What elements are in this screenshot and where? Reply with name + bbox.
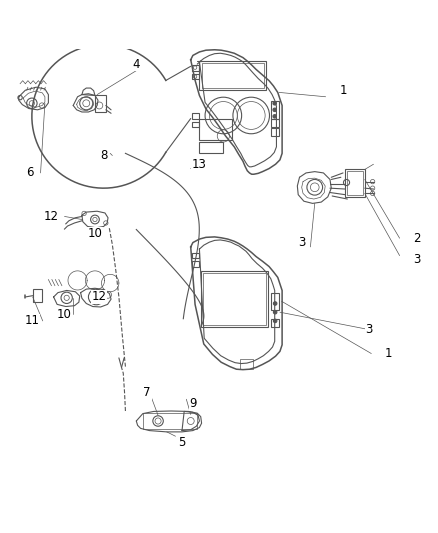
Text: 12: 12 xyxy=(92,290,107,303)
Text: 1: 1 xyxy=(339,84,347,96)
Text: 10: 10 xyxy=(88,228,102,240)
Bar xyxy=(347,171,363,195)
Text: 13: 13 xyxy=(192,158,207,171)
Bar xyxy=(199,61,266,90)
Bar xyxy=(271,101,279,118)
Bar xyxy=(345,168,365,197)
Bar xyxy=(201,271,268,327)
Bar xyxy=(191,122,199,127)
Bar xyxy=(201,63,264,88)
Bar xyxy=(191,74,199,79)
Circle shape xyxy=(199,162,204,167)
Bar xyxy=(143,413,197,429)
Bar xyxy=(203,273,266,325)
Bar xyxy=(191,253,198,258)
Bar xyxy=(191,114,199,118)
Text: 2: 2 xyxy=(413,232,421,245)
Bar xyxy=(191,261,198,266)
Bar xyxy=(33,289,42,302)
Text: 3: 3 xyxy=(365,323,373,336)
Bar xyxy=(271,119,279,127)
Text: 1: 1 xyxy=(385,347,392,360)
Text: 4: 4 xyxy=(133,58,140,70)
Bar xyxy=(191,66,199,71)
Text: 10: 10 xyxy=(57,308,72,321)
Bar xyxy=(240,359,253,369)
Text: 5: 5 xyxy=(178,437,186,449)
Text: 8: 8 xyxy=(100,149,107,162)
Bar xyxy=(271,319,279,327)
Text: 6: 6 xyxy=(26,166,33,180)
Bar xyxy=(199,118,232,140)
Text: 3: 3 xyxy=(298,236,305,249)
Text: 11: 11 xyxy=(25,314,39,327)
Text: 9: 9 xyxy=(189,397,197,410)
Circle shape xyxy=(273,108,276,111)
Circle shape xyxy=(273,102,276,105)
Circle shape xyxy=(273,302,277,305)
Text: 7: 7 xyxy=(143,386,151,399)
Circle shape xyxy=(273,319,277,322)
Circle shape xyxy=(273,310,277,314)
Bar xyxy=(271,128,279,136)
Bar xyxy=(199,142,223,154)
Bar xyxy=(95,94,106,112)
Text: 12: 12 xyxy=(44,210,59,223)
Text: 3: 3 xyxy=(413,254,421,266)
Circle shape xyxy=(273,115,276,118)
Bar xyxy=(271,293,279,310)
